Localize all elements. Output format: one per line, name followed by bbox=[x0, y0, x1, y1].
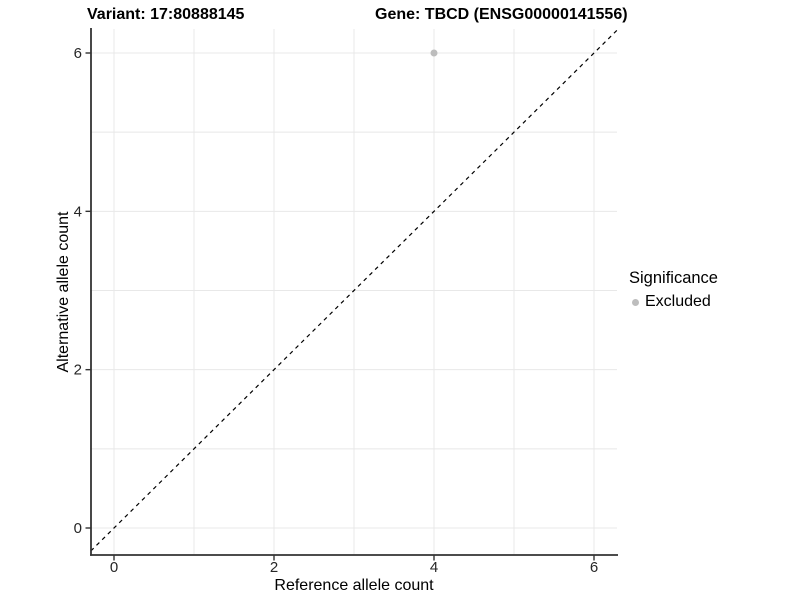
plot-title-variant: Variant: 17:80888145 bbox=[87, 6, 245, 23]
legend-dot-icon bbox=[632, 298, 639, 306]
plot-title-gene: Gene: TBCD (ENSG00000141556) bbox=[375, 6, 628, 23]
x-tick-label: 0 bbox=[110, 559, 118, 576]
y-tick-label: 0 bbox=[74, 520, 82, 537]
plot-panel: 0 2 4 6 0 2 4 6 bbox=[74, 28, 618, 576]
x-tick-label: 6 bbox=[590, 559, 598, 576]
y-tick-label: 4 bbox=[74, 203, 82, 220]
y-tick-label: 6 bbox=[74, 45, 82, 62]
y-axis-title: Alternative allele count bbox=[55, 211, 72, 373]
legend: Significance Excluded bbox=[629, 269, 718, 311]
legend-item-label: Excluded bbox=[645, 293, 711, 310]
legend-title: Significance bbox=[629, 269, 718, 287]
y-tick-label: 2 bbox=[74, 362, 82, 379]
x-tick-label: 2 bbox=[270, 559, 278, 576]
x-tick-label: 4 bbox=[430, 559, 438, 576]
legend-item-excluded: Excluded bbox=[629, 293, 718, 311]
identity-dashed-line bbox=[90, 29, 618, 552]
data-point bbox=[430, 49, 438, 57]
x-axis-title: Reference allele count bbox=[274, 577, 434, 594]
